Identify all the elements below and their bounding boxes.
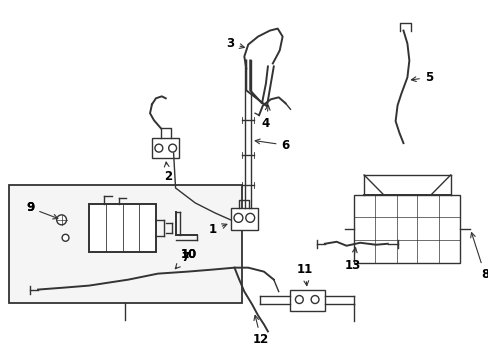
Text: 10: 10 — [181, 248, 197, 261]
Bar — [354, 195, 460, 263]
Circle shape — [234, 213, 243, 222]
Text: 3: 3 — [226, 37, 244, 50]
Bar — [8, 185, 242, 302]
Text: 9: 9 — [26, 201, 58, 219]
Text: 9: 9 — [26, 201, 34, 215]
Text: 8: 8 — [470, 233, 488, 281]
Circle shape — [245, 213, 254, 222]
Text: 4: 4 — [261, 105, 269, 130]
Bar — [230, 208, 258, 230]
Text: 10: 10 — [181, 248, 197, 261]
Circle shape — [310, 296, 318, 303]
Bar — [89, 204, 156, 252]
Text: 2: 2 — [163, 162, 171, 183]
Circle shape — [155, 144, 163, 152]
Circle shape — [295, 296, 303, 303]
Circle shape — [57, 215, 66, 225]
Text: 12: 12 — [252, 315, 268, 346]
Circle shape — [168, 144, 176, 152]
Text: 13: 13 — [344, 248, 360, 272]
Text: 7: 7 — [175, 251, 189, 269]
Text: 11: 11 — [297, 263, 313, 285]
Bar — [152, 138, 179, 158]
Circle shape — [62, 234, 69, 241]
Text: 6: 6 — [255, 139, 289, 152]
Bar — [289, 289, 324, 311]
Text: 1: 1 — [208, 223, 226, 236]
Text: 5: 5 — [410, 71, 432, 84]
